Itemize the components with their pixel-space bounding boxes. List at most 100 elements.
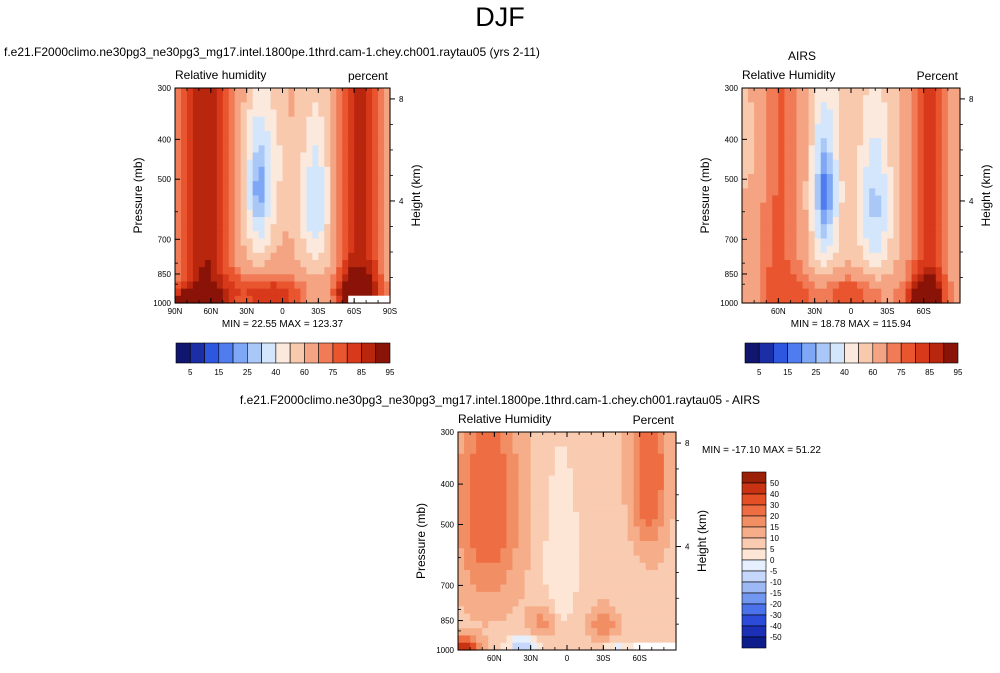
heatmap-cell <box>252 224 260 232</box>
heatmap-cell <box>384 231 391 240</box>
heatmap-cell <box>621 432 629 440</box>
heatmap-cell <box>512 504 520 513</box>
heatmap-cell <box>639 511 647 520</box>
heatmap-cell <box>851 202 858 211</box>
heatmap-cell <box>384 217 391 225</box>
heatmap-cell <box>198 159 206 168</box>
heatmap-cell <box>264 152 272 161</box>
heatmap-cell <box>597 555 604 564</box>
ytick-label: 500 <box>158 175 172 184</box>
heatmap-cell <box>784 260 792 268</box>
heatmap-cell <box>234 95 242 103</box>
heatmap-cell <box>264 123 272 132</box>
heatmap-cell <box>857 166 864 175</box>
heatmap-cell <box>820 195 828 204</box>
heatmap-cell <box>252 274 260 283</box>
heatmap-cell <box>524 533 532 542</box>
heatmap-cell <box>591 562 598 571</box>
heatmap-cell <box>881 131 888 139</box>
colorbar-label: 40 <box>271 368 280 377</box>
heatmap-cell <box>603 432 610 440</box>
colorbar-label: -20 <box>770 600 782 609</box>
heatmap-cell <box>887 109 894 118</box>
heatmap-cell <box>766 123 773 132</box>
heatmap-cell <box>772 188 779 197</box>
colorbar-box <box>741 471 767 484</box>
heatmap-cell <box>947 174 955 182</box>
heatmap-cell <box>911 281 919 290</box>
heatmap-cell <box>548 533 556 542</box>
heatmap-cell <box>639 504 647 513</box>
heatmap-cell <box>482 541 489 549</box>
heatmap-cell <box>494 482 501 491</box>
heatmap-cell <box>826 152 834 161</box>
heatmap-cell <box>312 245 319 254</box>
heatmap-cell <box>464 446 471 455</box>
heatmap-cell <box>778 174 785 182</box>
heatmap-cell <box>947 224 955 232</box>
heatmap-cell <box>742 181 749 189</box>
heatmap-cell <box>573 490 580 498</box>
heatmap-cell <box>820 181 828 189</box>
heatmap-cell <box>524 453 532 462</box>
ytick2-label: 4 <box>969 197 974 206</box>
heatmap-cell <box>573 628 580 637</box>
heatmap-cell <box>252 166 260 175</box>
heatmap-cell <box>802 145 810 154</box>
heatmap-cell <box>324 188 331 197</box>
heatmap-cell <box>180 245 188 254</box>
heatmap-cell <box>772 281 779 290</box>
ytick-label: 1000 <box>720 299 738 308</box>
heatmap-cell <box>258 138 266 146</box>
heatmap-cell <box>808 131 816 139</box>
heatmap-cell <box>603 504 610 513</box>
heatmap-cell <box>366 159 373 168</box>
heatmap-cell <box>790 245 798 254</box>
heatmap-cell <box>657 541 665 549</box>
heatmap-cell <box>354 145 361 154</box>
heatmap-cell <box>911 109 919 118</box>
heatmap-cell <box>384 152 391 161</box>
heatmap-cell <box>838 88 846 96</box>
heatmap-cell <box>210 188 218 197</box>
y2-axis-label: Height (km) <box>695 510 709 572</box>
heatmap-cell <box>899 295 907 304</box>
heatmap-cell <box>204 123 212 132</box>
heatmap-cell <box>585 526 592 535</box>
heatmap-cell <box>585 570 592 578</box>
heatmap-cell <box>905 109 913 118</box>
heatmap-cell <box>210 95 218 103</box>
heatmap-cell <box>175 123 182 132</box>
heatmap-cell <box>560 497 568 506</box>
heatmap-cell <box>941 138 949 146</box>
heatmap-cell <box>929 95 937 103</box>
heatmap-cell <box>929 288 937 297</box>
heatmap-cell <box>905 238 913 247</box>
heatmap-cell <box>784 102 792 111</box>
heatmap-cell <box>270 209 278 218</box>
heatmap-cell <box>560 599 568 607</box>
heatmap-cell <box>953 238 961 247</box>
heatmap-cell <box>240 159 248 168</box>
heatmap-cell <box>802 138 810 146</box>
heatmap-cell <box>530 511 538 520</box>
heatmap-cell <box>186 88 194 96</box>
heatmap-cell <box>270 281 278 290</box>
heatmap-cell <box>210 195 218 204</box>
heatmap-cell <box>742 202 749 211</box>
heatmap-cell <box>851 109 858 118</box>
heatmap-cell <box>482 548 489 557</box>
heatmap-cell <box>530 584 538 593</box>
heatmap-cell <box>875 231 882 240</box>
heatmap-cell <box>790 238 798 247</box>
colorbar-label: 85 <box>357 368 366 377</box>
heatmap-cell <box>663 613 671 622</box>
heatmap-cell <box>790 217 798 225</box>
heatmap-cell <box>621 468 629 477</box>
heatmap-cell <box>258 209 266 218</box>
heatmap-cell <box>597 475 604 484</box>
heatmap-cell <box>378 288 385 297</box>
heatmap-cell <box>923 159 931 168</box>
heatmap-cell <box>500 635 508 644</box>
